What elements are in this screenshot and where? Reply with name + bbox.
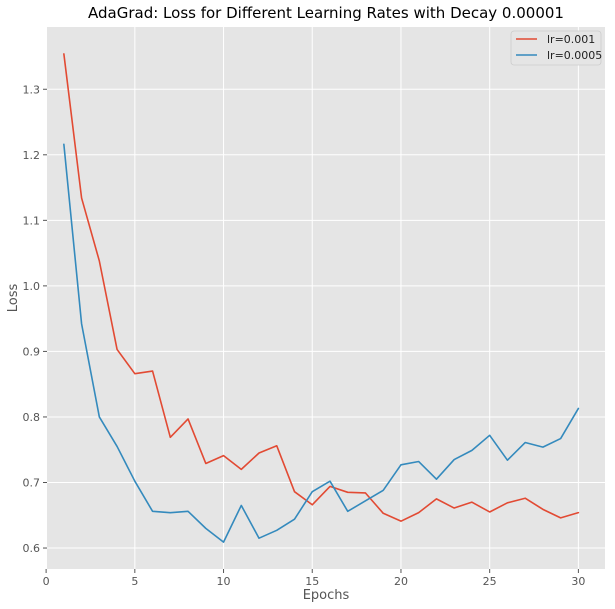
x-tick-label: 25 [483,575,497,588]
legend-label-lr-0.0005: lr=0.0005 [547,49,602,62]
y-tick-label: 1.3 [23,83,41,96]
series-line-lr-0.001 [63,53,580,522]
y-tick-label: 1.0 [23,280,41,293]
x-tick-label: 15 [305,575,319,588]
x-tick-label: 0 [43,575,50,588]
y-tick-label: 1.2 [23,149,41,162]
x-tick-label: 20 [394,575,408,588]
y-axis-label: Loss [6,284,21,313]
y-tick-label: 0.8 [23,411,41,424]
y-tick-label: 0.7 [23,476,41,489]
legend: lr=0.001 lr=0.0005 [510,30,602,66]
x-tick-label: 5 [131,575,138,588]
chart-title: AdaGrad: Loss for Different Learning Rat… [88,4,564,22]
x-tick-labels: 0 5 10 15 20 25 30 [43,575,586,588]
y-tick-label: 1.1 [23,214,41,227]
series-line-lr-0.0005 [63,143,580,543]
x-tick-label: 30 [571,575,585,588]
plot-background [47,27,605,569]
y-tick-label: 0.9 [23,345,41,358]
y-tick-labels: 0.6 0.7 0.8 0.9 1.0 1.1 1.2 1.3 [23,83,41,555]
series-lines [63,53,580,543]
y-tick-label: 0.6 [23,542,41,555]
legend-label-lr-0.001: lr=0.001 [547,33,595,46]
x-axis-label: Epochs [303,588,350,603]
grid-lines [43,27,605,573]
x-tick-label: 10 [217,575,231,588]
